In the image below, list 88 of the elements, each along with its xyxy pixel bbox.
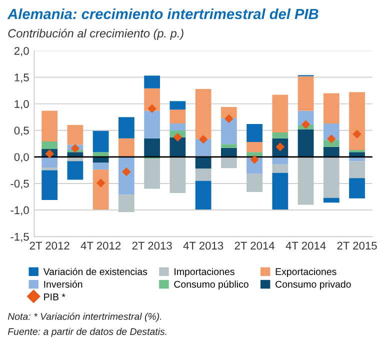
bar — [42, 156, 58, 168]
bar — [195, 156, 212, 169]
bar — [323, 198, 340, 203]
point — [224, 114, 234, 124]
legend-label: Consumo privado — [276, 280, 351, 290]
bar — [272, 132, 288, 138]
bar — [92, 162, 109, 170]
bar — [42, 170, 58, 200]
bar — [220, 107, 237, 118]
bar — [298, 156, 314, 205]
point — [45, 149, 54, 158]
bar — [42, 142, 58, 149]
x-tick-label: 2T 2012 — [30, 242, 70, 250]
bar — [298, 129, 314, 157]
bar — [195, 180, 212, 210]
chart-title: Alemania: crecimiento intertrimestral del PIB — [7, 8, 318, 20]
bar — [118, 138, 134, 157]
bar — [323, 140, 340, 147]
bar — [118, 194, 134, 212]
bar — [220, 118, 237, 144]
chart-subtitle: Contribución al crecimiento (p. p.) — [8, 28, 184, 40]
bar — [170, 123, 186, 130]
y-tick-label: -1,0 — [10, 206, 29, 216]
point — [70, 144, 80, 153]
bar — [220, 144, 237, 148]
bar — [272, 164, 288, 173]
legend-label: PIB * — [44, 294, 66, 300]
x-tick-label: 2T 2014 — [234, 242, 275, 250]
point — [250, 155, 259, 164]
bar — [246, 124, 262, 142]
bar — [42, 168, 58, 170]
bar — [144, 138, 160, 157]
bar — [144, 158, 160, 189]
bar — [272, 172, 288, 210]
x-tick-label: 2T 2013 — [132, 242, 172, 250]
bar — [195, 168, 212, 181]
y-tick-label: -1,5 — [10, 232, 29, 242]
legend-label: Inversión — [44, 280, 82, 288]
point — [327, 134, 336, 144]
bar — [144, 76, 160, 88]
y-tick-label: 1,0 — [14, 100, 29, 110]
bar — [92, 170, 109, 210]
bar — [144, 110, 160, 138]
x-tick-label: 4T 2014 — [286, 242, 326, 250]
bar — [170, 101, 186, 110]
bar — [272, 94, 288, 132]
bar — [323, 146, 340, 157]
legend-label: Importaciones — [174, 268, 234, 278]
bar — [220, 156, 237, 168]
bar — [349, 92, 365, 150]
legend-label: Variación de existencias — [43, 268, 148, 276]
point — [148, 104, 156, 113]
bar — [92, 130, 109, 152]
bar — [118, 156, 134, 195]
bar — [323, 156, 340, 198]
legend-label: Consumo público — [174, 280, 248, 290]
bar — [118, 117, 134, 138]
bar — [272, 156, 288, 164]
bar — [195, 88, 212, 139]
point — [198, 135, 208, 144]
x-tick-label: 2T 2015 — [337, 242, 377, 250]
point — [301, 120, 310, 129]
bar — [67, 161, 84, 180]
bar — [92, 156, 109, 163]
legend-label: Exportaciones — [276, 268, 336, 278]
point — [96, 178, 106, 188]
bar — [246, 142, 262, 152]
bar — [349, 161, 365, 178]
bar — [349, 178, 365, 198]
y-tick-label: 2,0 — [14, 46, 29, 56]
bar — [170, 110, 186, 124]
text: Nota: * Variación intertrimestral (%). — [8, 312, 162, 322]
source-note: Fuente: a partir de datos de Destatis. — [8, 328, 166, 337]
x-tick-label: 4T 2012 — [80, 242, 121, 250]
point — [173, 132, 182, 142]
x-tick-label: 4T 2013 — [183, 242, 224, 250]
y-tick-label: -0,5 — [10, 180, 29, 189]
bar — [246, 174, 262, 192]
bar — [323, 93, 340, 124]
y-tick-label: 1,5 — [14, 74, 29, 83]
bar — [298, 76, 314, 111]
y-tick-label: 0,0 — [14, 153, 29, 162]
bar — [170, 156, 186, 194]
bar — [67, 125, 84, 145]
bar — [144, 88, 160, 111]
y-tick-label: 0,5 — [14, 126, 29, 136]
bar — [42, 110, 58, 142]
point — [352, 130, 362, 138]
